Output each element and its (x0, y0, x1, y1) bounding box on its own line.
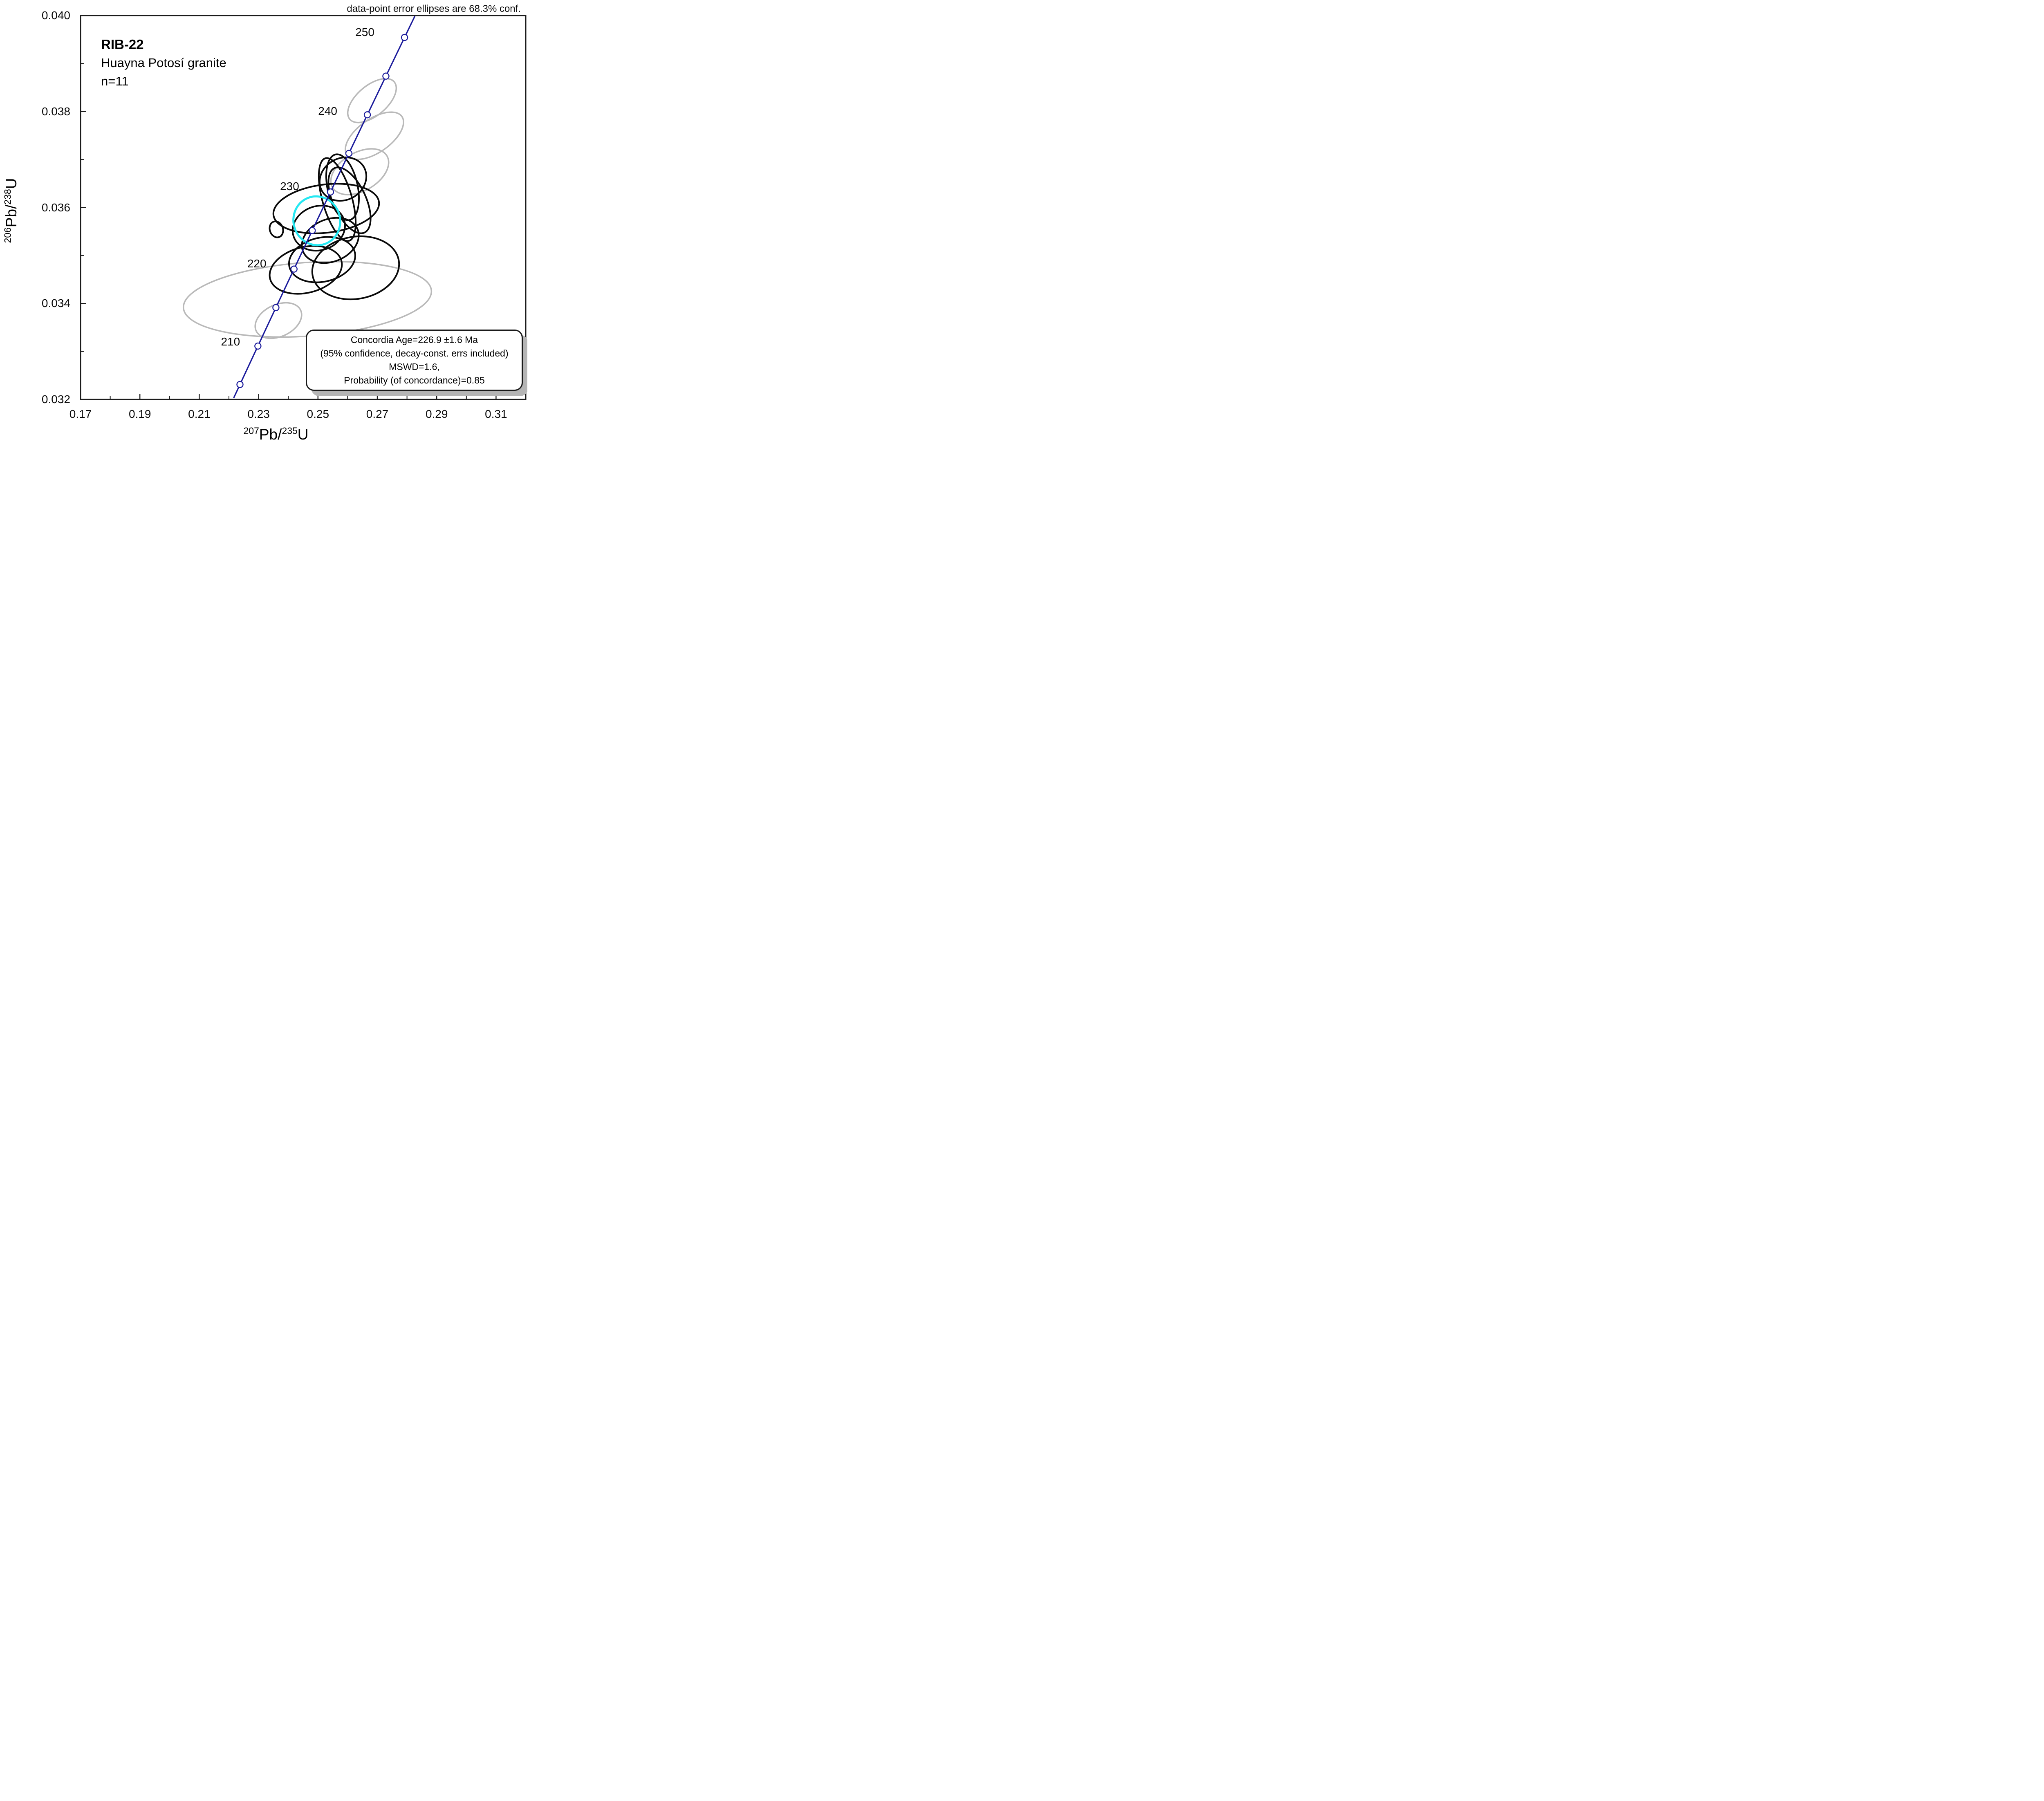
y-title-isotope-1: 206 (2, 227, 13, 243)
age-marker-205 (236, 381, 244, 388)
y-tick-label: 0.036 (41, 201, 70, 214)
age-label-210: 210 (221, 335, 240, 348)
concordia-figure: data-point error ellipses are 68.3% conf… (0, 0, 527, 450)
x-tick-label: 0.27 (366, 408, 389, 420)
confidence-note: data-point error ellipses are 68.3% conf… (347, 3, 521, 14)
age-label-230: 230 (280, 179, 299, 193)
age-marker-225 (309, 227, 316, 234)
result-confidence-line: (95% confidence, decay-const. errs inclu… (320, 348, 509, 359)
sample-error-ellipse (272, 183, 380, 234)
sample-error-ellipse (288, 236, 356, 283)
age-markers (236, 34, 408, 388)
title-block: RIB-22 Huayna Potosí granite n=11 (101, 35, 226, 90)
age-marker-210 (254, 342, 262, 350)
concordia-curve (233, 16, 416, 398)
x-title-isotope-2: 235 (282, 425, 298, 436)
sample-count: n=11 (101, 74, 129, 88)
age-marker-250 (401, 34, 408, 41)
y-title-element-2: U (3, 178, 20, 189)
age-marker-240 (363, 111, 371, 119)
concordia-curve-line (233, 16, 416, 398)
sample-error-ellipse (269, 245, 343, 295)
result-age-line: Concordia Age=226.9 ±1.6 Ma (350, 334, 478, 345)
age-label-220: 220 (247, 257, 267, 270)
x-tick-label: 0.21 (188, 408, 211, 420)
sample-error-ellipse (318, 156, 368, 202)
concordia-age-ellipse (292, 195, 341, 247)
y-tick-label: 0.040 (41, 9, 70, 22)
y-tick-label: 0.032 (41, 393, 70, 406)
excluded-error-ellipse (345, 111, 404, 160)
x-tick-label: 0.29 (425, 408, 448, 420)
excluded-error-ellipses (182, 78, 433, 339)
age-marker-215 (272, 304, 280, 312)
y-title-element-1: Pb/ (3, 204, 20, 228)
x-tick-label: 0.17 (69, 408, 92, 420)
sample-error-ellipse (291, 204, 346, 252)
concordia-age-result-box: Concordia Age=226.9 ±1.6 Ma (95% confide… (306, 330, 523, 391)
age-marker-230 (327, 188, 334, 196)
sample-error-ellipse (311, 235, 400, 301)
age-marker-245 (382, 72, 390, 80)
sample-error-ellipse (325, 153, 360, 221)
sample-unit: Huayna Potosí granite (101, 56, 226, 70)
x-tick-label: 0.23 (247, 408, 270, 420)
sample-error-ellipse (269, 220, 284, 238)
y-title-isotope-2: 238 (2, 189, 13, 205)
x-tick-label: 0.31 (485, 408, 507, 420)
x-tick-label: 0.25 (307, 408, 329, 420)
sample-id: RIB-22 (101, 37, 144, 52)
y-tick-label: 0.034 (41, 297, 70, 310)
x-axis-title: 207Pb/235U (243, 426, 308, 443)
result-probability-line: Probability (of concordance)=0.85 (344, 375, 485, 386)
x-title-element-1: Pb/ (259, 426, 282, 443)
excluded-error-ellipse (347, 78, 397, 123)
age-label-240: 240 (318, 104, 337, 117)
y-axis-title: 206Pb/238U (2, 178, 20, 243)
sample-error-ellipse (327, 166, 372, 234)
result-mswd-line: MSWD=1.6, (389, 361, 440, 372)
x-title-isotope-1: 207 (243, 425, 259, 436)
age-marker-235 (345, 150, 353, 157)
concordia-age-ellipse (292, 195, 341, 247)
age-marker-220 (290, 265, 298, 273)
excluded-error-ellipse (254, 302, 303, 339)
x-tick-label: 0.19 (128, 408, 151, 420)
x-title-element-2: U (297, 426, 309, 443)
y-tick-label: 0.038 (41, 105, 70, 118)
sample-error-ellipses (269, 153, 400, 301)
age-label-250: 250 (355, 25, 374, 38)
plot-frame-and-ticks (80, 15, 527, 400)
